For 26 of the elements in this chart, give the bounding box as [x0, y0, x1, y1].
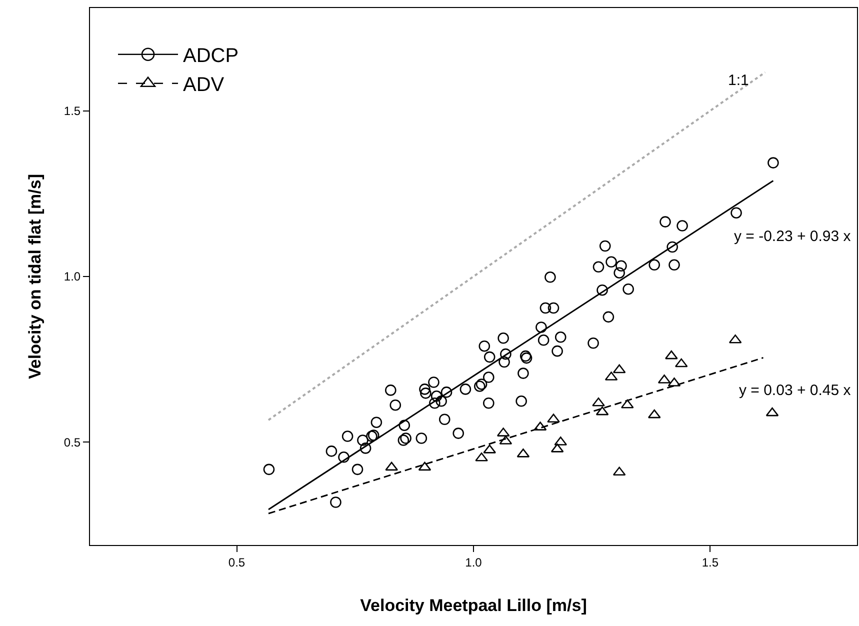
- point: [674, 358, 688, 368]
- y-axis-title: Velocity on tidal flat [m/s]: [25, 174, 44, 379]
- y-tick-label: 1.5: [64, 104, 81, 118]
- annotation: y = -0.23 + 0.93 x: [734, 228, 852, 245]
- y-tick-label: 1.0: [64, 270, 81, 284]
- point: [612, 364, 626, 374]
- x-tick-label: 0.5: [228, 555, 246, 570]
- x-tick-label: 1.5: [702, 555, 719, 570]
- point: [728, 334, 742, 344]
- point: [664, 350, 678, 360]
- point: [385, 462, 398, 471]
- point: [418, 462, 432, 471]
- point: [596, 406, 609, 416]
- legend-label: ADCP: [183, 45, 239, 68]
- annotation: 1:1: [728, 72, 749, 89]
- point: [592, 397, 605, 406]
- annotation: y = 0.03 + 0.45 x: [739, 382, 852, 399]
- y-tick-label: 0.5: [64, 435, 81, 450]
- point: [547, 414, 560, 423]
- point: [612, 466, 626, 476]
- point: [766, 407, 779, 416]
- x-tick-label: 1.0: [465, 555, 482, 570]
- x-axis-title: Velocity Meetpaal Lillo [m/s]: [360, 596, 587, 615]
- point: [620, 399, 634, 408]
- point: [648, 409, 661, 418]
- legend-label: ADV: [183, 74, 225, 96]
